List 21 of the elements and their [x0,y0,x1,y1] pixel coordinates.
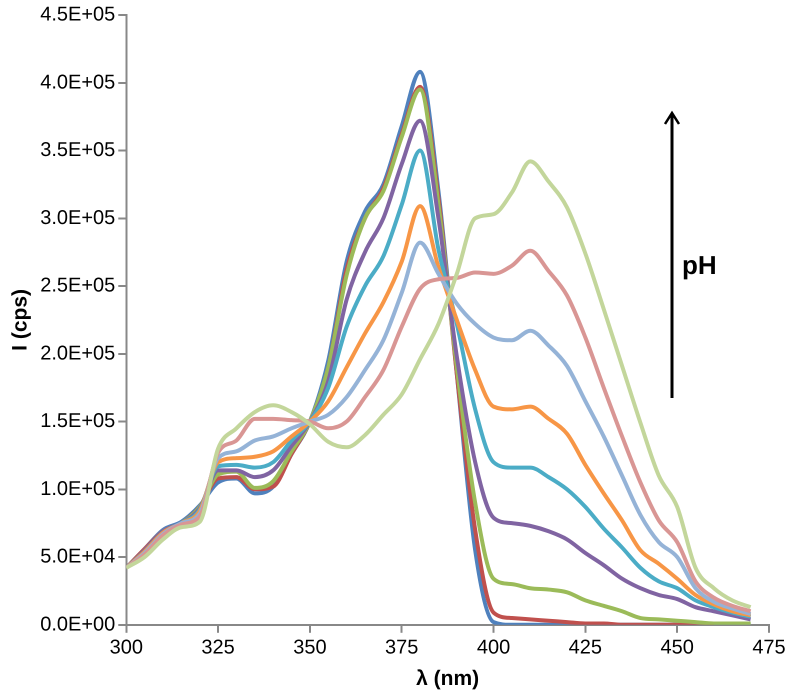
y-tick-label: 4.0E+05 [40,71,116,94]
x-tick-label: 375 [385,636,418,658]
y-tick-label: 2.0E+05 [40,342,116,364]
x-tick-label: 300 [110,636,143,658]
y-tick-label: 4.5E+05 [40,4,116,26]
x-tick-label: 325 [201,636,235,658]
y-axis-title: I (cps) [8,288,32,351]
x-tick-label: 400 [476,636,510,658]
y-tick-label: 3.5E+05 [40,139,116,162]
y-tick-label: 1.5E+05 [40,410,116,432]
x-axis-title: λ (nm) [416,667,480,690]
y-tick-label: 0.0E+00 [40,613,116,636]
y-tick-label: 5.0E+04 [40,546,116,568]
x-tick-label: 475 [752,636,786,658]
annotation: pH [682,250,717,281]
x-tick-label: 350 [293,636,327,658]
y-tick-label: 2.5E+05 [40,274,116,297]
x-tick-label: 425 [568,636,602,658]
y-tick-label: 3.0E+05 [40,206,116,229]
x-tick-label: 450 [660,636,694,658]
y-tick-label: 1.0E+05 [40,478,116,500]
